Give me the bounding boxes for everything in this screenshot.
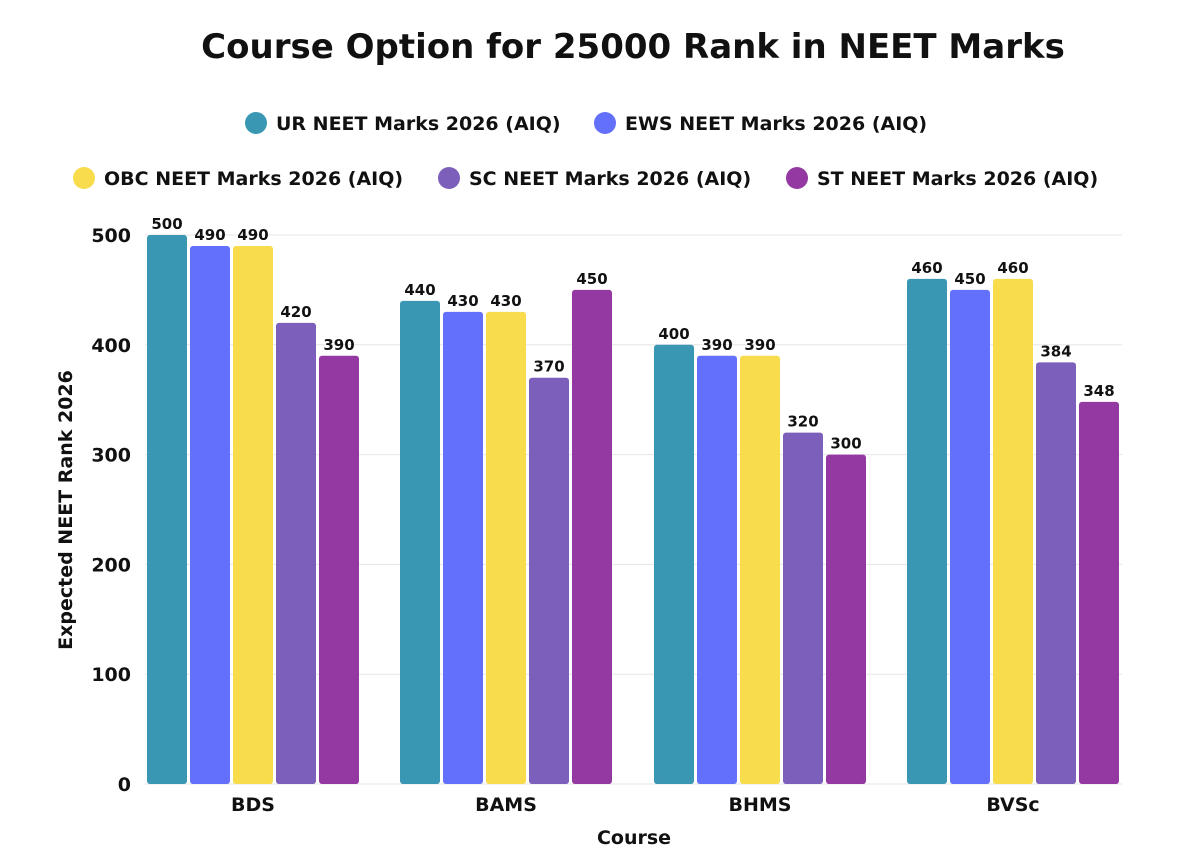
legend-label: ST NEET Marks 2026 (AIQ) [817, 168, 1098, 190]
bar [400, 300, 440, 784]
legend: UR NEET Marks 2026 (AIQ) EWS NEET Marks 2… [73, 112, 1098, 190]
y-axis-ticks: 0 100 200 300 400 500 [91, 225, 131, 796]
bar [783, 432, 823, 784]
bar [950, 289, 990, 784]
bar [529, 377, 569, 784]
bar [1036, 362, 1076, 784]
y-tick-label: 400 [91, 335, 131, 357]
legend-swatch [786, 167, 808, 189]
legend-label: SC NEET Marks 2026 (AIQ) [469, 168, 751, 190]
data-label: 440 [404, 281, 435, 299]
data-label: 400 [658, 325, 689, 343]
bar [740, 355, 780, 784]
x-tick-label: BDS [231, 794, 275, 816]
bar [654, 344, 694, 784]
data-label: 490 [237, 226, 268, 244]
legend-swatch [73, 167, 95, 189]
data-label: 450 [576, 270, 607, 288]
y-tick-label: 0 [118, 774, 131, 796]
y-tick-label: 100 [91, 664, 131, 686]
data-label: 384 [1040, 342, 1071, 360]
y-tick-label: 200 [91, 554, 131, 576]
data-label: 460 [911, 259, 942, 277]
legend-swatch [245, 112, 267, 134]
legend-item: OBC NEET Marks 2026 (AIQ) [73, 167, 403, 190]
data-label: 500 [151, 215, 182, 233]
bar [233, 245, 273, 785]
data-label: 370 [533, 358, 564, 376]
x-tick-label: BHMS [729, 794, 792, 816]
legend-label: UR NEET Marks 2026 (AIQ) [276, 113, 561, 135]
y-tick-label: 500 [91, 225, 131, 247]
legend-swatch [438, 167, 460, 189]
data-label: 348 [1083, 382, 1114, 400]
bar [993, 278, 1033, 784]
data-label: 390 [323, 336, 354, 354]
bar [1079, 401, 1119, 784]
bar [147, 235, 187, 784]
data-label: 430 [447, 292, 478, 310]
bar [443, 311, 483, 784]
bar [319, 355, 359, 784]
legend-item: ST NEET Marks 2026 (AIQ) [786, 167, 1098, 190]
legend-item: SC NEET Marks 2026 (AIQ) [438, 167, 751, 190]
legend-item: UR NEET Marks 2026 (AIQ) [245, 112, 561, 135]
y-axis-label: Expected NEET Rank 2026 [55, 370, 77, 650]
data-label: 420 [280, 303, 311, 321]
bars [147, 235, 1119, 785]
data-label: 300 [830, 435, 861, 453]
data-label: 320 [787, 413, 818, 431]
bar [276, 322, 316, 784]
bar [907, 278, 947, 784]
data-label: 460 [997, 259, 1028, 277]
data-label: 450 [954, 270, 985, 288]
data-labels: 500 490 490 420 390 440 430 430 370 450 400 390 390 3… [151, 215, 1114, 453]
bar [697, 355, 737, 784]
y-tick-label: 300 [91, 445, 131, 467]
x-tick-label: BVSc [986, 794, 1039, 816]
bar [190, 245, 230, 785]
x-axis-ticks: BDS BAMS BHMS BVSc [231, 794, 1040, 816]
bar [572, 289, 612, 784]
legend-item: EWS NEET Marks 2026 (AIQ) [594, 112, 927, 135]
bar [826, 454, 866, 784]
chart-title: Course Option for 25000 Rank in NEET Mar… [201, 27, 1065, 67]
bar [486, 311, 526, 784]
data-label: 390 [701, 336, 732, 354]
x-tick-label: BAMS [475, 794, 537, 816]
data-label: 430 [490, 292, 521, 310]
legend-swatch [594, 112, 616, 134]
legend-label: EWS NEET Marks 2026 (AIQ) [625, 113, 927, 135]
data-label: 490 [194, 226, 225, 244]
data-label: 390 [744, 336, 775, 354]
x-axis-label: Course [597, 827, 671, 849]
legend-label: OBC NEET Marks 2026 (AIQ) [104, 168, 403, 190]
